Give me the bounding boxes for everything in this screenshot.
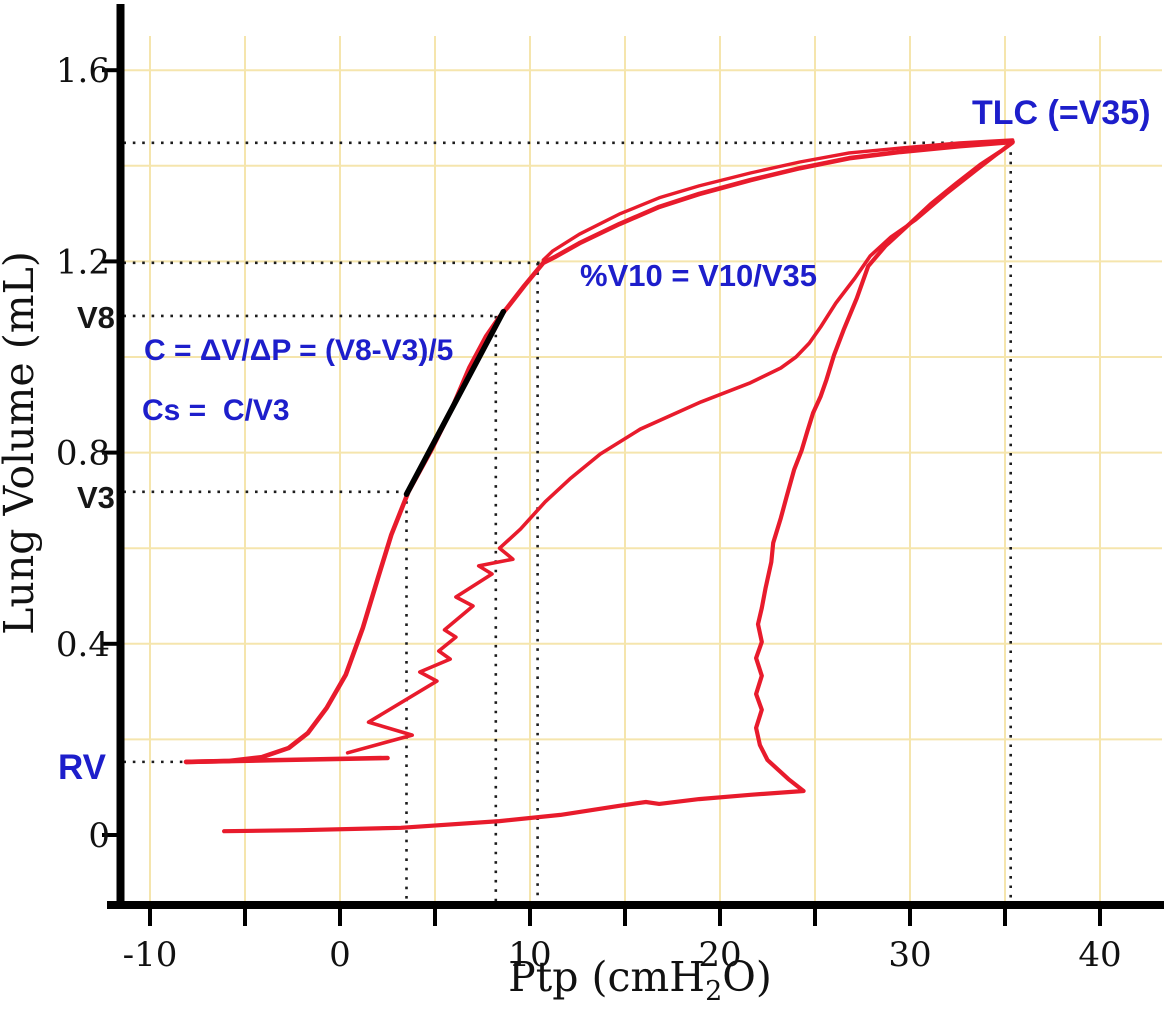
x-tick-label-30: 30 bbox=[888, 935, 931, 975]
curve-rv-segment bbox=[183, 755, 390, 765]
y-tick-label-0.4: 0.4 bbox=[56, 625, 110, 665]
tlc-label: TLC (=V35) bbox=[972, 94, 1151, 132]
v8-axis-label: V8 bbox=[77, 300, 115, 335]
x-tick-label-0: 0 bbox=[329, 935, 351, 975]
x-axis-title-subscript: 2 bbox=[705, 976, 722, 1007]
x-tick-label-40: 40 bbox=[1078, 935, 1121, 975]
y-axis-ticks bbox=[102, 68, 118, 837]
y-axis-tick-labels: 0 0.4 0.8 1.2 1.6 bbox=[56, 51, 110, 856]
y-tick-label-1.2: 1.2 bbox=[56, 242, 110, 282]
grid-layer bbox=[123, 36, 1162, 902]
x-axis-title-end: O) bbox=[722, 953, 772, 1001]
y-tick-label-0: 0 bbox=[88, 816, 110, 856]
axes-layer: -10 0 10 20 30 40 0 0.4 0.8 1.2 1.6 Ptp (cmH2O) L… bbox=[0, 4, 1164, 1007]
curve-second-inflation bbox=[345, 141, 1015, 755]
compliance-formula-label: C = ΔV/ΔP = (V8-V3)/5 bbox=[144, 334, 453, 367]
x-tick-label-10: 10 bbox=[508, 935, 551, 975]
curve-first-inflation bbox=[222, 141, 1013, 834]
x-tick-label--10: -10 bbox=[123, 935, 178, 975]
y-tick-label-0.8: 0.8 bbox=[56, 434, 110, 474]
y-axis-title: Lung Volume (mL) bbox=[0, 251, 43, 635]
x-axis-title-main: Ptp (cmH bbox=[508, 953, 705, 1001]
annotations-layer: TLC (=V35) %V10 = V10/V35 C = ΔV/ΔP = (V… bbox=[58, 94, 1151, 787]
v3-axis-label: V3 bbox=[77, 480, 115, 515]
specific-compliance-formula-label: Cs = C/V3 bbox=[142, 394, 290, 427]
percent-v10-formula-label: %V10 = V10/V35 bbox=[580, 258, 817, 293]
y-tick-label-1.6: 1.6 bbox=[56, 51, 110, 91]
x-axis-title: Ptp (cmH2O) bbox=[508, 953, 772, 1007]
x-axis-ticks bbox=[148, 909, 1102, 926]
x-tick-label-20: 20 bbox=[698, 935, 741, 975]
dotted-guides-layer bbox=[123, 141, 1013, 905]
rv-label: RV bbox=[58, 748, 107, 787]
compliance-tangent-line bbox=[403, 308, 507, 497]
curve-deflation-second bbox=[541, 138, 1015, 262]
x-axis-tick-labels: -10 0 10 20 30 40 bbox=[123, 935, 1122, 975]
